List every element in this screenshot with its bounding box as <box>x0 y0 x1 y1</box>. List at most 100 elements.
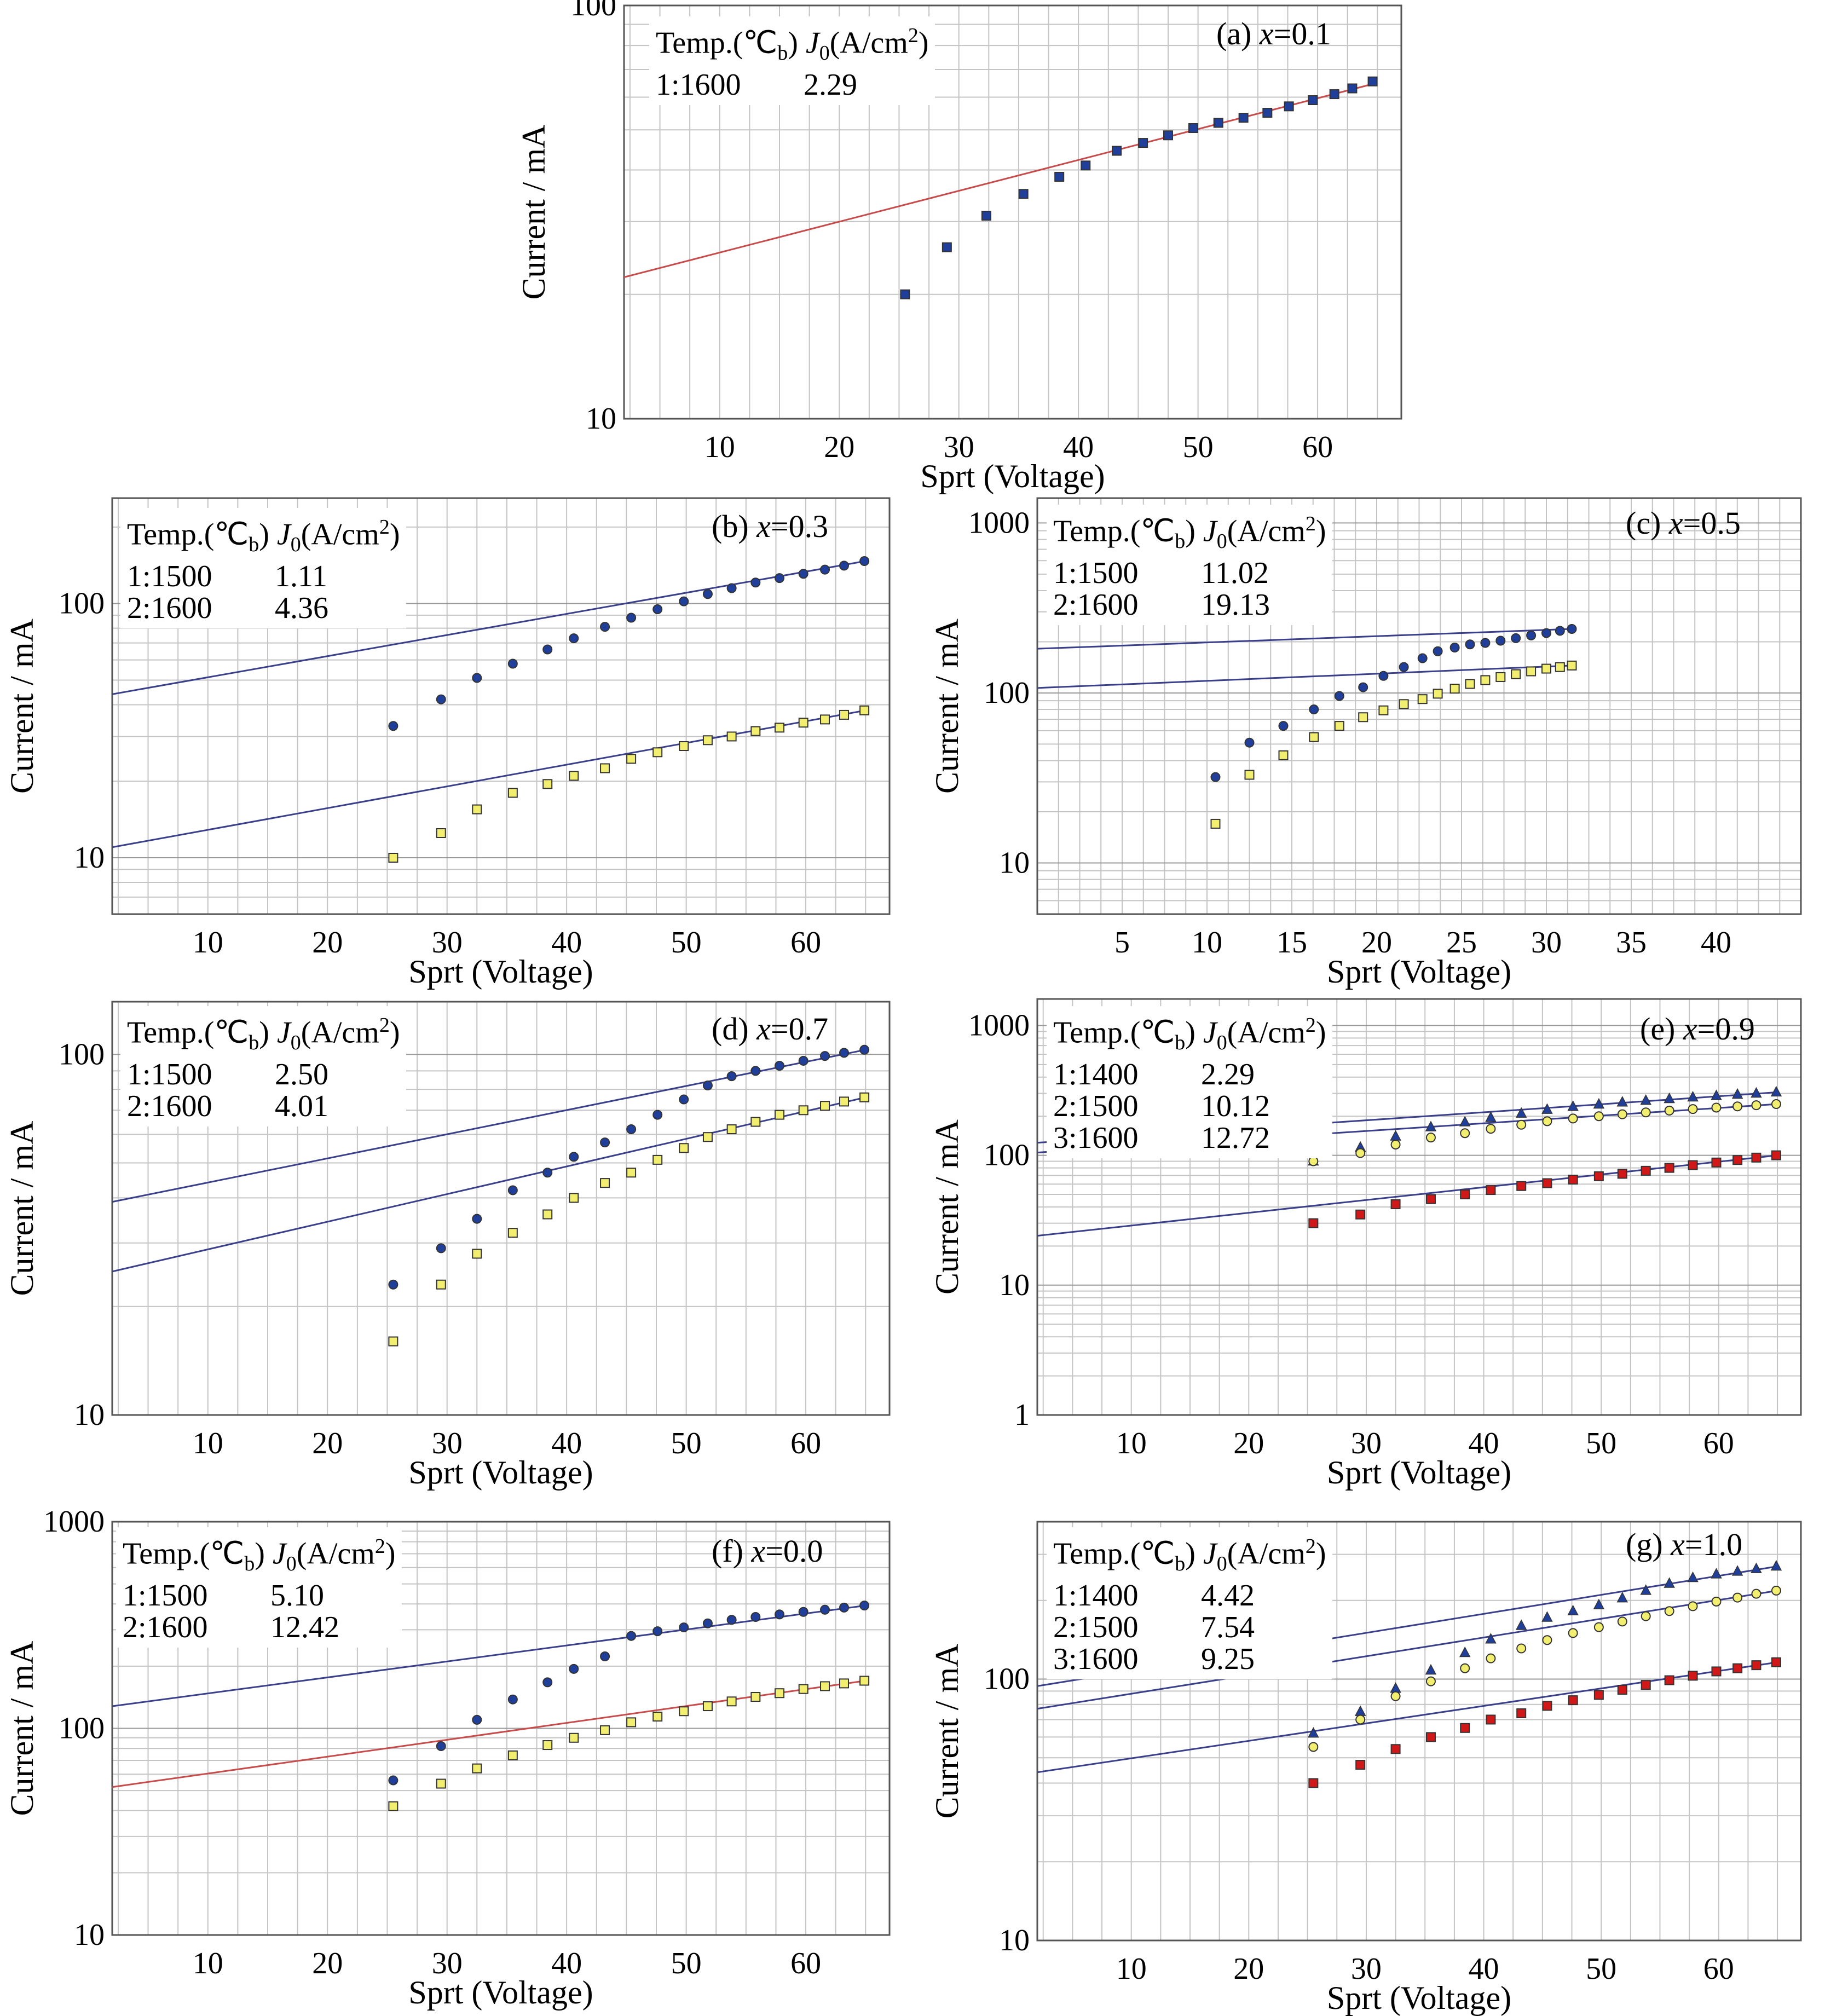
data-point-1:1500 <box>569 1732 579 1743</box>
panel-label-e: (e) x=0.9 <box>1640 1011 1755 1047</box>
legend-row: 3:1600 9.25 <box>1053 1643 1326 1675</box>
data-point-1:1400 <box>1486 1185 1496 1195</box>
legend-header: Temp.(℃b) J0(A/cm2) <box>1053 1535 1326 1575</box>
y-tick-label: 1000 <box>968 506 1030 540</box>
data-point-2:1500 <box>1355 1714 1366 1725</box>
x-tick-label: 10 <box>193 1426 223 1460</box>
data-point-2:1600 <box>626 1124 637 1135</box>
data-point-2:1500 <box>1486 1653 1496 1663</box>
data-point-3:1600 <box>1711 1089 1722 1100</box>
data-point-2:1600 <box>750 1611 761 1622</box>
data-point-1:1400 <box>1641 1680 1651 1690</box>
legend-temp: 3:1600 <box>1053 1642 1139 1676</box>
data-point-2:1600 <box>436 1243 446 1253</box>
data-point-1:1400 <box>1425 1732 1436 1742</box>
data-point-1:1500 <box>1358 712 1368 723</box>
data-point-2:1600 <box>820 1604 830 1615</box>
fit-line-1:1500 <box>112 1680 866 1788</box>
x-tick-label: 50 <box>1586 1426 1616 1460</box>
x-tick-label: 60 <box>1703 1426 1734 1460</box>
data-point-2:1600 <box>388 721 399 731</box>
data-point-2:1600 <box>798 1055 808 1066</box>
data-point-3:1600 <box>1308 1727 1319 1738</box>
data-point-1:1500 <box>726 1124 737 1135</box>
data-point-3:1600 <box>1616 1096 1628 1107</box>
data-point-1:1500 <box>600 1725 610 1735</box>
data-point-2:1600 <box>679 1094 689 1105</box>
x-tick-label: 5 <box>1114 926 1130 960</box>
legend-row: 1:1400 2.29 <box>1053 1059 1326 1090</box>
legend-j0: 7.54 <box>1201 1610 1255 1644</box>
y-axis-title: Current / mA <box>929 1644 965 1819</box>
data-point-2:1500 <box>1460 1128 1470 1139</box>
y-axis-title: Current / mA <box>4 1121 40 1296</box>
data-point-2:1600 <box>839 561 849 571</box>
data-point-1:1500 <box>1399 699 1409 709</box>
data-point-1:1400 <box>1617 1685 1627 1695</box>
data-point-2:1500 <box>1542 1635 1552 1645</box>
data-point-1:1500 <box>820 1101 830 1111</box>
panel-label-g: (g) x=1.0 <box>1626 1527 1743 1562</box>
data-point-1:1400 <box>1732 1663 1743 1673</box>
x-tick-label: 20 <box>1233 1426 1264 1460</box>
data-point-3:1600 <box>1731 1088 1743 1099</box>
data-point-1:1500 <box>600 1178 610 1188</box>
data-point-2:1600 <box>1278 721 1289 731</box>
data-point-2:1500 <box>1542 1116 1552 1127</box>
data-point-3:1600 <box>1687 1571 1699 1582</box>
data-point-3:1600 <box>1770 1559 1782 1571</box>
legend-g: Temp.(℃b) J0(A/cm2) 1:1400 4.42 2:1500 7.54 3… <box>1047 1527 1333 1679</box>
data-point-1:1600 <box>1188 123 1198 134</box>
data-point-1:1500 <box>569 771 579 781</box>
x-tick-label: 15 <box>1277 926 1307 960</box>
data-point-2:1600 <box>775 1061 785 1071</box>
data-point-2:1600 <box>820 1051 830 1061</box>
data-point-1:1400 <box>1664 1675 1674 1685</box>
data-point-3:1600 <box>1593 1598 1605 1609</box>
fit-line-2:1600 <box>112 1049 866 1203</box>
data-point-2:1600 <box>652 604 663 615</box>
data-point-2:1500 <box>1732 1592 1743 1603</box>
data-point-3:1600 <box>1640 1584 1651 1595</box>
data-point-1:1500 <box>472 1249 482 1259</box>
y-axis-title: Current / mA <box>929 619 965 794</box>
panel-a: 10 20 30 40 50 60 10 100 Sprt (Voltage) Current /… <box>516 0 1402 494</box>
x-axis-title: Sprt (Voltage) <box>1327 1454 1511 1491</box>
data-point-3:1600 <box>1541 1611 1553 1622</box>
data-point-3:1600 <box>1616 1592 1628 1603</box>
data-point-3:1600 <box>1567 1604 1579 1616</box>
data-point-1:1400 <box>1617 1169 1627 1179</box>
data-point-1:1500 <box>1511 669 1521 679</box>
data-point-1:1500 <box>626 754 637 764</box>
legend-row: 2:1600 4.36 <box>127 592 400 624</box>
legend-row: 2:1500 10.12 <box>1053 1090 1326 1122</box>
data-layer <box>624 76 1378 299</box>
data-point-2:1500 <box>1355 1148 1366 1158</box>
legend-temp: 3:1600 <box>1053 1120 1139 1155</box>
data-point-1:1600 <box>1213 118 1223 128</box>
data-point-1:1600 <box>1054 171 1065 182</box>
data-point-1:1500 <box>726 731 737 742</box>
legend-j0: 2.29 <box>804 67 857 102</box>
legend-temp: 1:1600 <box>656 67 741 102</box>
data-point-2:1600 <box>1465 639 1475 650</box>
fit-line-1:1600 <box>624 82 1378 278</box>
y-axis-title: Current / mA <box>4 619 40 794</box>
x-tick-label: 60 <box>790 1946 821 1980</box>
data-point-1:1500 <box>1526 666 1537 677</box>
legend-header: Temp.(℃b) J0(A/cm2) <box>127 516 400 556</box>
data-point-1:1500 <box>750 1117 761 1127</box>
data-point-2:1600 <box>542 1168 553 1178</box>
data-point-1:1500 <box>702 735 713 746</box>
data-point-2:1600 <box>750 1066 761 1076</box>
data-point-1:1400 <box>1542 1701 1552 1711</box>
legend-header: Temp.(℃b) J0(A/cm2) <box>1053 1014 1326 1054</box>
data-point-3:1600 <box>1731 1565 1743 1576</box>
data-point-2:1600 <box>1449 642 1460 652</box>
data-point-3:1600 <box>1541 1103 1553 1114</box>
x-tick-label: 30 <box>944 430 974 464</box>
data-point-1:1500 <box>436 1279 446 1290</box>
data-point-2:1500 <box>1751 1588 1762 1599</box>
legend-j0: 5.10 <box>270 1578 324 1613</box>
data-point-2:1500 <box>1593 1111 1604 1122</box>
